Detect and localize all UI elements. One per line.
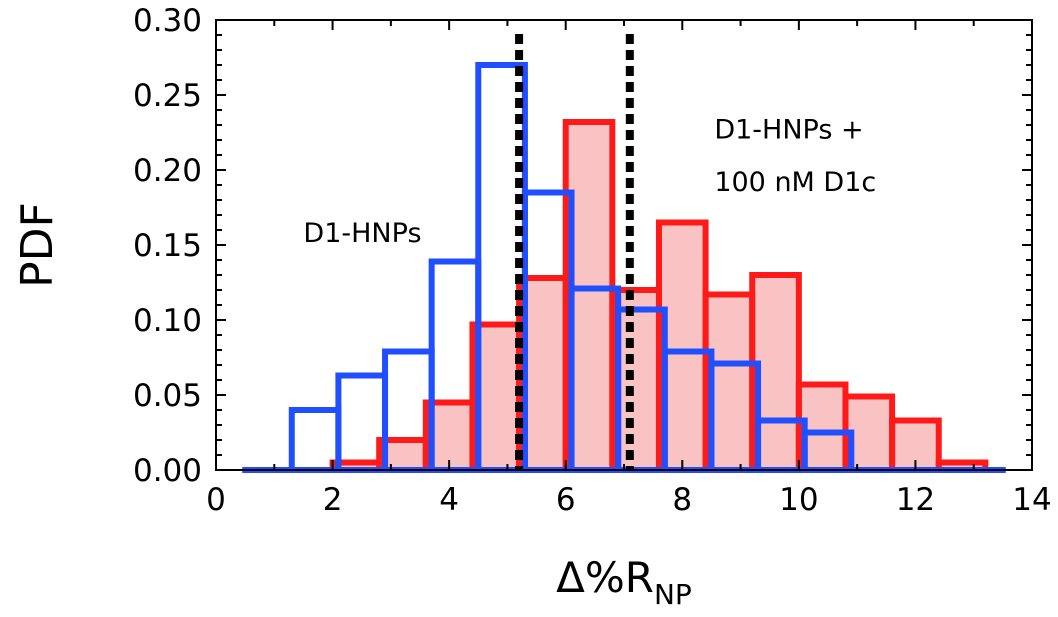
red-bar-outline-12 — [889, 417, 942, 470]
annotation-label: D1-HNPs + — [714, 115, 863, 146]
x-tick-label: 14 — [1012, 482, 1051, 518]
annotation-label: D1-HNPs — [303, 218, 421, 249]
y-tick-label: 0.00 — [133, 453, 202, 489]
x-axis-title: Δ%RNP — [556, 553, 692, 611]
blue-bar-9 — [708, 360, 762, 470]
y-tick-label: 0.05 — [133, 378, 202, 414]
y-tick-label: 0.10 — [133, 303, 202, 339]
red-bar-13 — [938, 462, 986, 470]
y-tick-label: 0.25 — [133, 78, 202, 114]
labels-layer: 0 2 4 6 8 10 12 14 0.00 0.05 0.10 0.15 0.20 0.25 0.30 D… — [133, 3, 1052, 518]
y-tick-label: 0.20 — [133, 153, 202, 189]
red-bar-0 — [332, 462, 380, 470]
red-bar-outline-9 — [749, 272, 802, 470]
y-tick-label: 0.30 — [133, 3, 202, 39]
y-tick-label: 0.15 — [133, 228, 202, 264]
red-bar-outline-13 — [935, 459, 989, 470]
vlines-layer — [515, 34, 634, 470]
x-tick-label: 12 — [896, 482, 935, 518]
ticks-layer — [215, 19, 1033, 471]
x-tick-label: 8 — [672, 482, 692, 518]
annotation-label: 100 nM D1c — [714, 167, 876, 198]
blue-bar-11 — [801, 429, 855, 470]
x-tick-label: 6 — [556, 482, 576, 518]
x-tick-label: 2 — [323, 482, 343, 518]
y-axis-title: PDF — [12, 202, 63, 288]
x-tick-label: 4 — [439, 482, 459, 518]
x-tick-label: 0 — [206, 482, 226, 518]
x-tick-label: 10 — [779, 482, 818, 518]
bars-layer — [242, 62, 1006, 473]
x-axis-title-main: Δ%R — [556, 553, 654, 602]
x-axis-title-subscript: NP — [654, 578, 692, 611]
